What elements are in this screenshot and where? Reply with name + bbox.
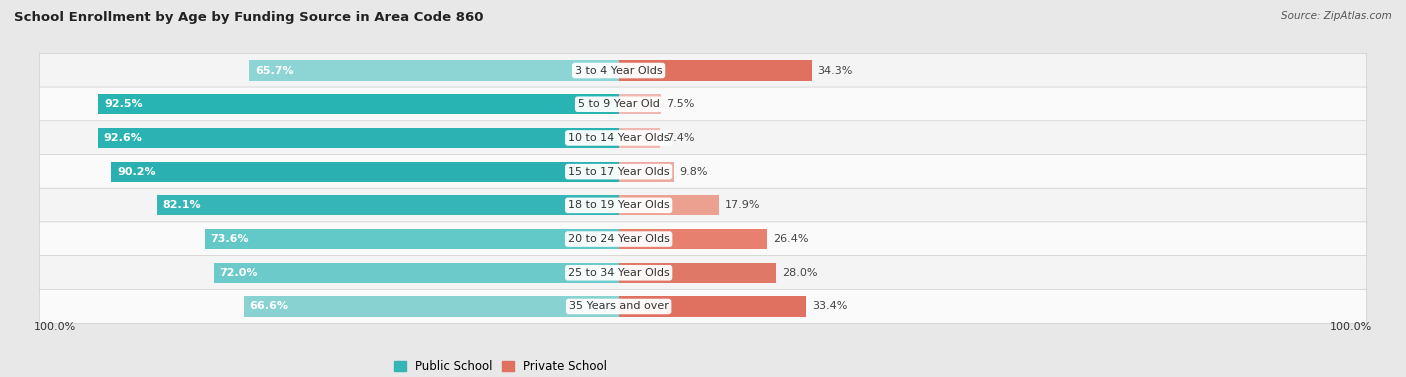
Text: 20 to 24 Year Olds: 20 to 24 Year Olds — [568, 234, 669, 244]
Text: Source: ZipAtlas.com: Source: ZipAtlas.com — [1281, 11, 1392, 21]
Text: 28.0%: 28.0% — [782, 268, 817, 278]
Text: 7.5%: 7.5% — [666, 99, 695, 109]
FancyBboxPatch shape — [39, 53, 1367, 88]
Text: 18 to 19 Year Olds: 18 to 19 Year Olds — [568, 200, 669, 210]
Text: 33.4%: 33.4% — [813, 302, 848, 311]
FancyBboxPatch shape — [39, 121, 1367, 155]
Text: 65.7%: 65.7% — [254, 66, 294, 75]
FancyBboxPatch shape — [39, 155, 1367, 189]
Text: 26.4%: 26.4% — [773, 234, 808, 244]
FancyBboxPatch shape — [39, 222, 1367, 256]
Bar — [98, 128, 619, 148]
Text: 100.0%: 100.0% — [1330, 322, 1372, 333]
Text: 92.5%: 92.5% — [104, 99, 142, 109]
FancyBboxPatch shape — [39, 256, 1367, 290]
FancyBboxPatch shape — [39, 87, 1367, 121]
Text: 92.6%: 92.6% — [104, 133, 142, 143]
Text: 7.4%: 7.4% — [666, 133, 695, 143]
Bar — [98, 94, 619, 114]
Text: 100.0%: 100.0% — [34, 322, 76, 333]
Bar — [214, 263, 619, 283]
Bar — [619, 195, 720, 216]
Text: 72.0%: 72.0% — [219, 268, 257, 278]
Text: School Enrollment by Age by Funding Source in Area Code 860: School Enrollment by Age by Funding Sour… — [14, 11, 484, 24]
Text: 90.2%: 90.2% — [117, 167, 156, 177]
Bar — [619, 161, 673, 182]
Bar — [157, 195, 619, 216]
Legend: Public School, Private School: Public School, Private School — [389, 355, 612, 377]
FancyBboxPatch shape — [39, 188, 1367, 222]
Text: 17.9%: 17.9% — [725, 200, 761, 210]
Text: 3 to 4 Year Olds: 3 to 4 Year Olds — [575, 66, 662, 75]
Text: 9.8%: 9.8% — [679, 167, 707, 177]
Text: 34.3%: 34.3% — [817, 66, 852, 75]
Text: 10 to 14 Year Olds: 10 to 14 Year Olds — [568, 133, 669, 143]
Text: 82.1%: 82.1% — [163, 200, 201, 210]
Bar — [619, 229, 768, 249]
Bar — [619, 263, 776, 283]
Bar — [619, 94, 661, 114]
Bar — [111, 161, 619, 182]
FancyBboxPatch shape — [39, 289, 1367, 324]
Bar — [619, 296, 807, 317]
Bar — [249, 60, 619, 81]
Bar — [619, 60, 811, 81]
Bar — [245, 296, 619, 317]
Text: 66.6%: 66.6% — [250, 302, 288, 311]
Bar — [619, 128, 661, 148]
Text: 15 to 17 Year Olds: 15 to 17 Year Olds — [568, 167, 669, 177]
Text: 73.6%: 73.6% — [211, 234, 249, 244]
Text: 25 to 34 Year Olds: 25 to 34 Year Olds — [568, 268, 669, 278]
Text: 35 Years and over: 35 Years and over — [568, 302, 669, 311]
Text: 5 to 9 Year Old: 5 to 9 Year Old — [578, 99, 659, 109]
Bar — [205, 229, 619, 249]
